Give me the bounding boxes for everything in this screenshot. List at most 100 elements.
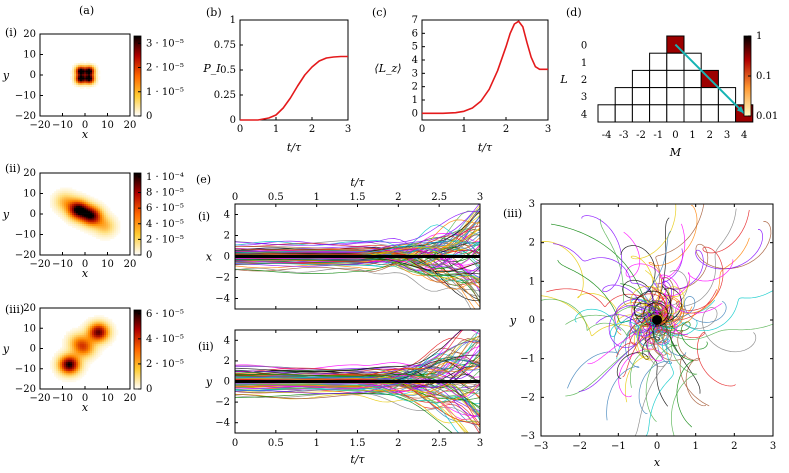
density-cell [72, 340, 75, 343]
density-cell [110, 225, 113, 228]
density-cell [88, 318, 91, 321]
density-cell [102, 218, 105, 221]
density-cell [68, 338, 71, 341]
density-cell [102, 229, 105, 232]
density-cell [78, 207, 81, 210]
density-cell [84, 225, 87, 228]
density-cell [64, 196, 67, 199]
density-cell [88, 79, 91, 82]
density-cell [90, 200, 93, 203]
density-cell [68, 354, 71, 357]
density-cell [64, 353, 67, 356]
lm-cell [666, 52, 685, 71]
density-cell [102, 331, 105, 334]
density-cell [98, 222, 101, 225]
lm-cell [717, 104, 737, 123]
density-cell [70, 380, 73, 383]
density-cell [56, 360, 59, 363]
density-cell [70, 216, 73, 219]
x-tick-label: 2.5 [431, 438, 447, 449]
density-cell [92, 322, 95, 325]
density-cell [108, 329, 111, 332]
density-cell [68, 344, 71, 347]
x-tick-label: 1 [313, 192, 319, 203]
density-cell [78, 372, 81, 375]
density-cell [88, 322, 91, 325]
density-cell [72, 202, 75, 205]
density-cell [74, 345, 77, 348]
density-cell [92, 324, 95, 327]
density-cell [80, 340, 83, 343]
density-cell [94, 213, 97, 216]
density-cell [94, 198, 97, 201]
density-cell [98, 225, 101, 228]
density-cell [84, 371, 87, 374]
density-cell [90, 72, 93, 75]
density-cell [66, 351, 69, 354]
density-cell [72, 371, 75, 374]
density-cell [78, 354, 81, 357]
x-axis-label: x [82, 267, 89, 280]
trajectory-line [235, 378, 480, 426]
density-cell [86, 231, 89, 234]
density-cell [102, 326, 105, 329]
density-cell [66, 222, 69, 225]
density-cell [86, 225, 89, 228]
density-cell [68, 333, 71, 336]
density-cell [102, 224, 105, 227]
y-tick-label: −20 [15, 384, 36, 395]
y-tick-label: 0 [529, 315, 535, 326]
density-cell [82, 363, 85, 366]
density-cell [78, 211, 81, 214]
density-cell [98, 203, 101, 207]
density-cell [82, 344, 85, 347]
density-cell [70, 211, 73, 214]
density-cell [72, 353, 75, 356]
density-cell [66, 369, 69, 372]
density-cell [72, 372, 75, 375]
y-axis-label: x [206, 251, 213, 264]
density-cell [90, 233, 93, 236]
density-cell [64, 365, 67, 368]
density-cell [84, 81, 87, 84]
density-cell [86, 79, 89, 82]
density-cell [72, 331, 75, 334]
density-cell [86, 86, 89, 89]
density-cell [104, 318, 107, 321]
density-cell [102, 209, 105, 212]
trajectories [235, 330, 480, 433]
density-cell [88, 353, 91, 356]
x-tick-label: 20 [124, 120, 137, 131]
density-cell [72, 66, 75, 69]
density-cell [94, 233, 97, 236]
density-cell [74, 191, 77, 194]
density-cell [118, 231, 121, 234]
density-cell [70, 207, 73, 210]
density-cell [54, 196, 57, 199]
density-cell [88, 205, 91, 208]
density-cell [86, 200, 89, 203]
density-cell [108, 211, 111, 214]
density-cell [80, 365, 83, 368]
density-cell [86, 338, 89, 341]
density-cell [104, 344, 107, 347]
density-cell [68, 374, 71, 377]
density-cell [92, 66, 95, 69]
density-cell [88, 64, 91, 68]
density-cell [82, 342, 85, 345]
density-cell [68, 194, 71, 197]
density-cell [78, 342, 81, 345]
density-cell [90, 211, 93, 214]
density-cell [64, 362, 67, 365]
density-cell [72, 75, 75, 79]
density-cell [74, 74, 77, 77]
density-cell [62, 340, 65, 343]
trajectory-line [235, 240, 480, 266]
density-cell [80, 209, 83, 212]
density-cell [82, 229, 85, 232]
density-cell [100, 200, 103, 203]
density-cell [92, 345, 95, 348]
